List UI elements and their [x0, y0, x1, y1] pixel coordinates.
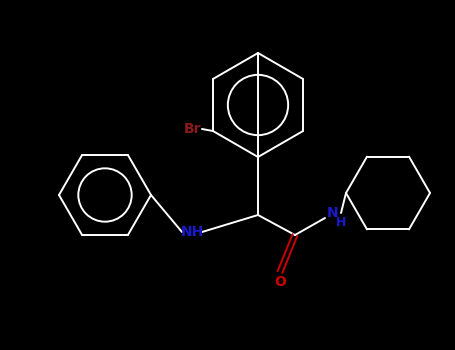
Text: O: O: [274, 275, 286, 289]
Text: Br: Br: [184, 122, 202, 136]
Text: N: N: [327, 206, 339, 220]
Text: NH: NH: [180, 225, 204, 239]
Text: H: H: [336, 217, 346, 230]
